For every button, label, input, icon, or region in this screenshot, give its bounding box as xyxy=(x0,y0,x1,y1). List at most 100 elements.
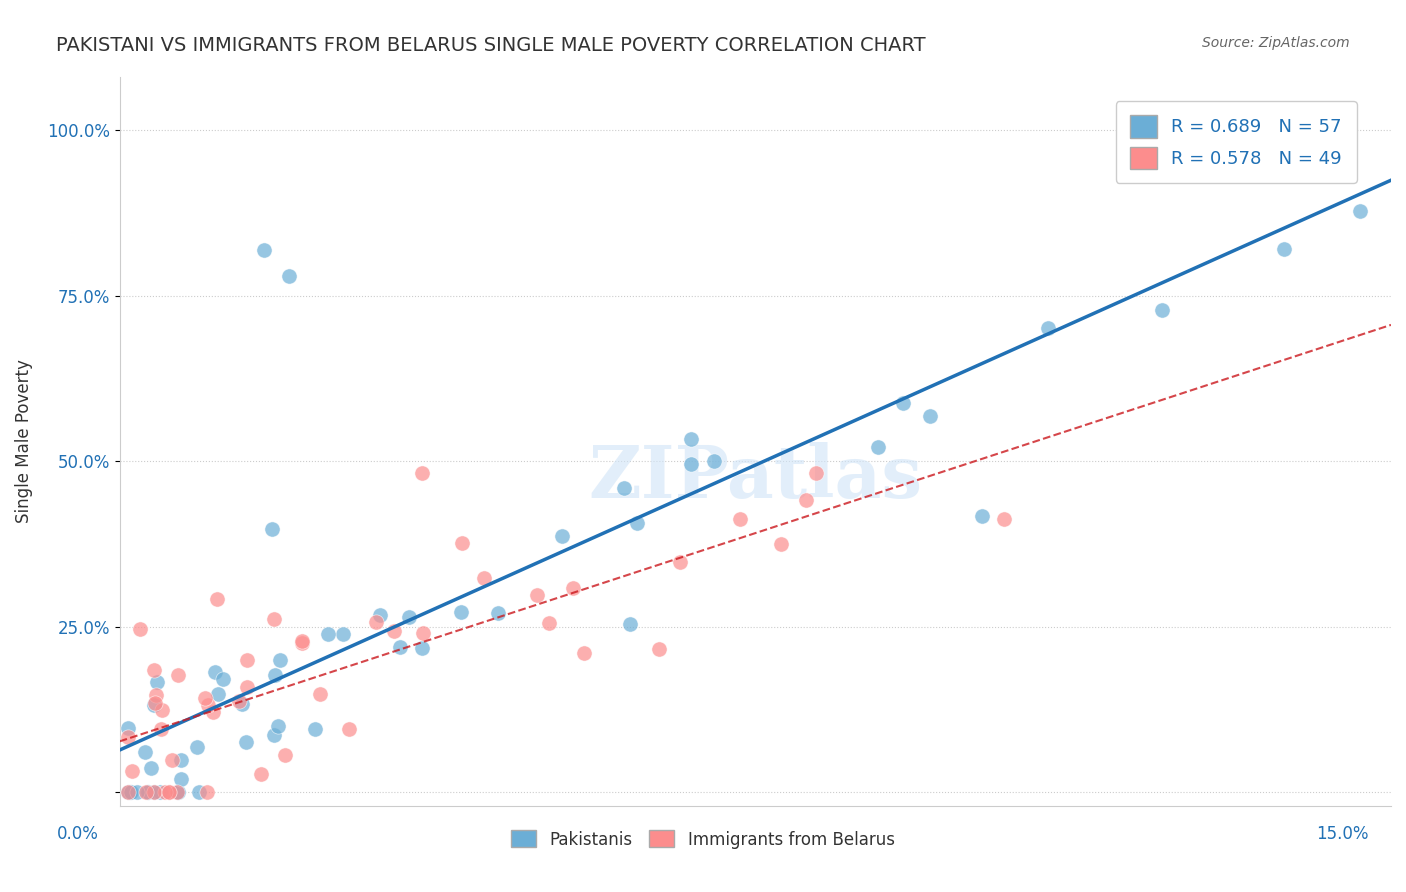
Point xyxy=(679,432,702,446)
Point xyxy=(728,512,751,526)
Point xyxy=(150,723,173,737)
Point xyxy=(235,735,257,749)
Point xyxy=(186,739,208,754)
Point xyxy=(118,785,141,799)
Point xyxy=(1348,204,1371,219)
Point xyxy=(142,785,165,799)
Point xyxy=(337,722,360,736)
Point xyxy=(398,610,420,624)
Point xyxy=(572,646,595,660)
Point xyxy=(231,697,253,711)
Point xyxy=(228,694,250,708)
Point xyxy=(486,606,509,620)
Point xyxy=(451,535,474,549)
Point xyxy=(770,537,793,551)
Point xyxy=(450,605,472,619)
Point xyxy=(211,673,233,687)
Point xyxy=(167,668,190,682)
Text: 0.0%: 0.0% xyxy=(56,825,98,843)
Point xyxy=(143,785,166,799)
Point xyxy=(309,687,332,701)
Point xyxy=(205,592,228,607)
Point xyxy=(195,785,218,799)
Point xyxy=(117,785,139,799)
Point xyxy=(236,653,259,667)
Point xyxy=(619,616,641,631)
Point xyxy=(332,626,354,640)
Point xyxy=(648,641,671,656)
Point xyxy=(382,624,405,638)
Point xyxy=(157,785,180,799)
Point xyxy=(267,719,290,733)
Point xyxy=(668,555,690,569)
Point xyxy=(166,785,188,799)
Point xyxy=(263,611,285,625)
Point xyxy=(141,760,163,774)
Point xyxy=(121,764,143,779)
Point xyxy=(291,633,314,648)
Point xyxy=(613,481,636,495)
Point xyxy=(135,785,157,799)
Point xyxy=(411,641,433,656)
Point xyxy=(1288,158,1310,172)
Point xyxy=(150,703,173,717)
Point xyxy=(1036,320,1059,334)
Point xyxy=(866,440,889,454)
Text: Source: ZipAtlas.com: Source: ZipAtlas.com xyxy=(1202,36,1350,50)
Point xyxy=(891,396,914,410)
Point xyxy=(318,627,340,641)
Point xyxy=(388,640,411,654)
Point xyxy=(143,664,166,678)
Point xyxy=(167,785,190,799)
Point xyxy=(117,730,139,744)
Point xyxy=(274,748,297,763)
Point xyxy=(993,512,1015,526)
Point xyxy=(794,492,817,507)
Text: ZIPatlas: ZIPatlas xyxy=(588,442,922,514)
Point xyxy=(201,705,224,719)
Point xyxy=(128,622,150,636)
Point xyxy=(263,728,285,742)
Point xyxy=(117,721,139,735)
Point xyxy=(526,589,548,603)
Point xyxy=(197,698,219,713)
Point xyxy=(253,243,276,257)
Point xyxy=(970,508,993,523)
Point xyxy=(167,785,190,799)
Point xyxy=(204,665,226,679)
Point xyxy=(269,653,291,667)
Point xyxy=(194,690,217,705)
Point xyxy=(236,680,259,694)
Point xyxy=(260,522,283,536)
Point xyxy=(806,466,828,480)
Text: PAKISTANI VS IMMIGRANTS FROM BELARUS SINGLE MALE POVERTY CORRELATION CHART: PAKISTANI VS IMMIGRANTS FROM BELARUS SIN… xyxy=(56,36,927,54)
Point xyxy=(364,615,387,629)
Point xyxy=(170,753,193,767)
Point xyxy=(207,687,229,701)
Y-axis label: Single Male Poverty: Single Male Poverty xyxy=(15,359,32,524)
Point xyxy=(160,753,183,767)
Point xyxy=(1152,303,1174,318)
Point xyxy=(278,268,301,283)
Point xyxy=(146,675,169,690)
Point xyxy=(138,785,160,799)
Point xyxy=(170,772,193,786)
Point xyxy=(145,688,167,702)
Point xyxy=(1272,242,1295,256)
Point xyxy=(143,698,166,712)
Point xyxy=(291,636,314,650)
Point xyxy=(157,785,180,799)
Point xyxy=(551,529,574,543)
Point xyxy=(702,454,724,468)
Point xyxy=(411,466,433,480)
Legend: R = 0.689   N = 57, R = 0.578   N = 49: R = 0.689 N = 57, R = 0.578 N = 49 xyxy=(1115,101,1357,183)
Point xyxy=(188,785,211,799)
Text: 15.0%: 15.0% xyxy=(1316,825,1369,843)
Point xyxy=(918,409,941,423)
Point xyxy=(562,581,585,595)
Point xyxy=(1319,137,1341,152)
Point xyxy=(368,607,391,622)
Point xyxy=(264,668,287,682)
Point xyxy=(153,785,176,799)
Point xyxy=(304,723,326,737)
